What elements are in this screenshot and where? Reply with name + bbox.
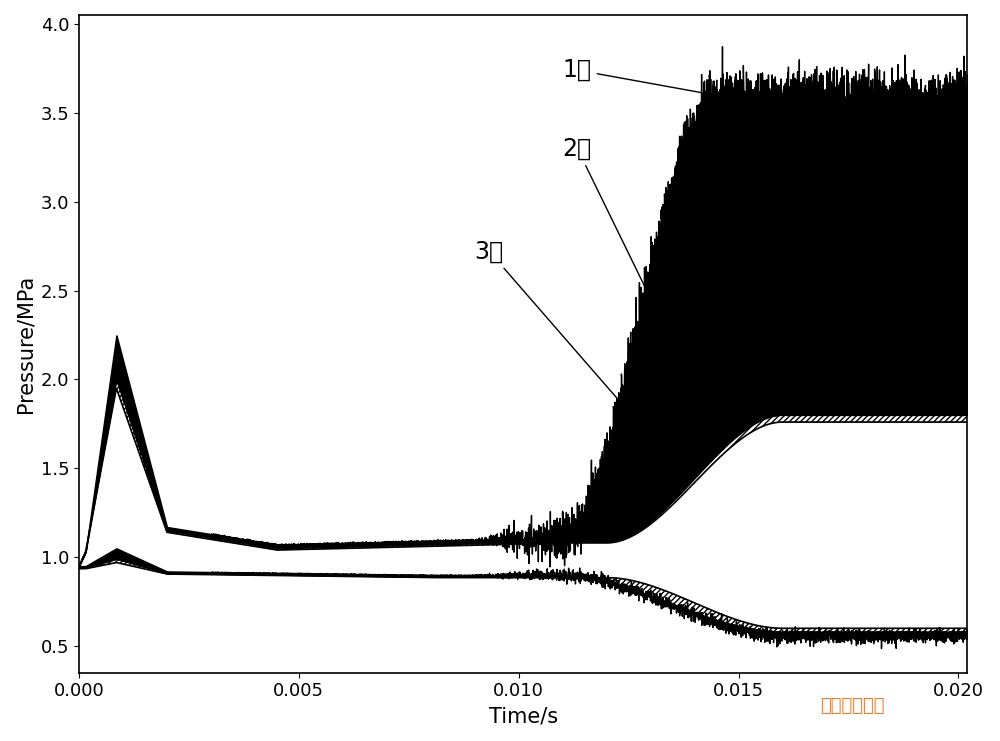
Y-axis label: Pressure/MPa: Pressure/MPa [15,275,35,413]
Text: 1点: 1点 [563,58,731,98]
Text: 彩虹网址导航: 彩虹网址导航 [820,697,885,715]
Text: 2点: 2点 [563,136,685,368]
Text: 3点: 3点 [475,239,658,445]
X-axis label: Time/s: Time/s [489,706,558,726]
